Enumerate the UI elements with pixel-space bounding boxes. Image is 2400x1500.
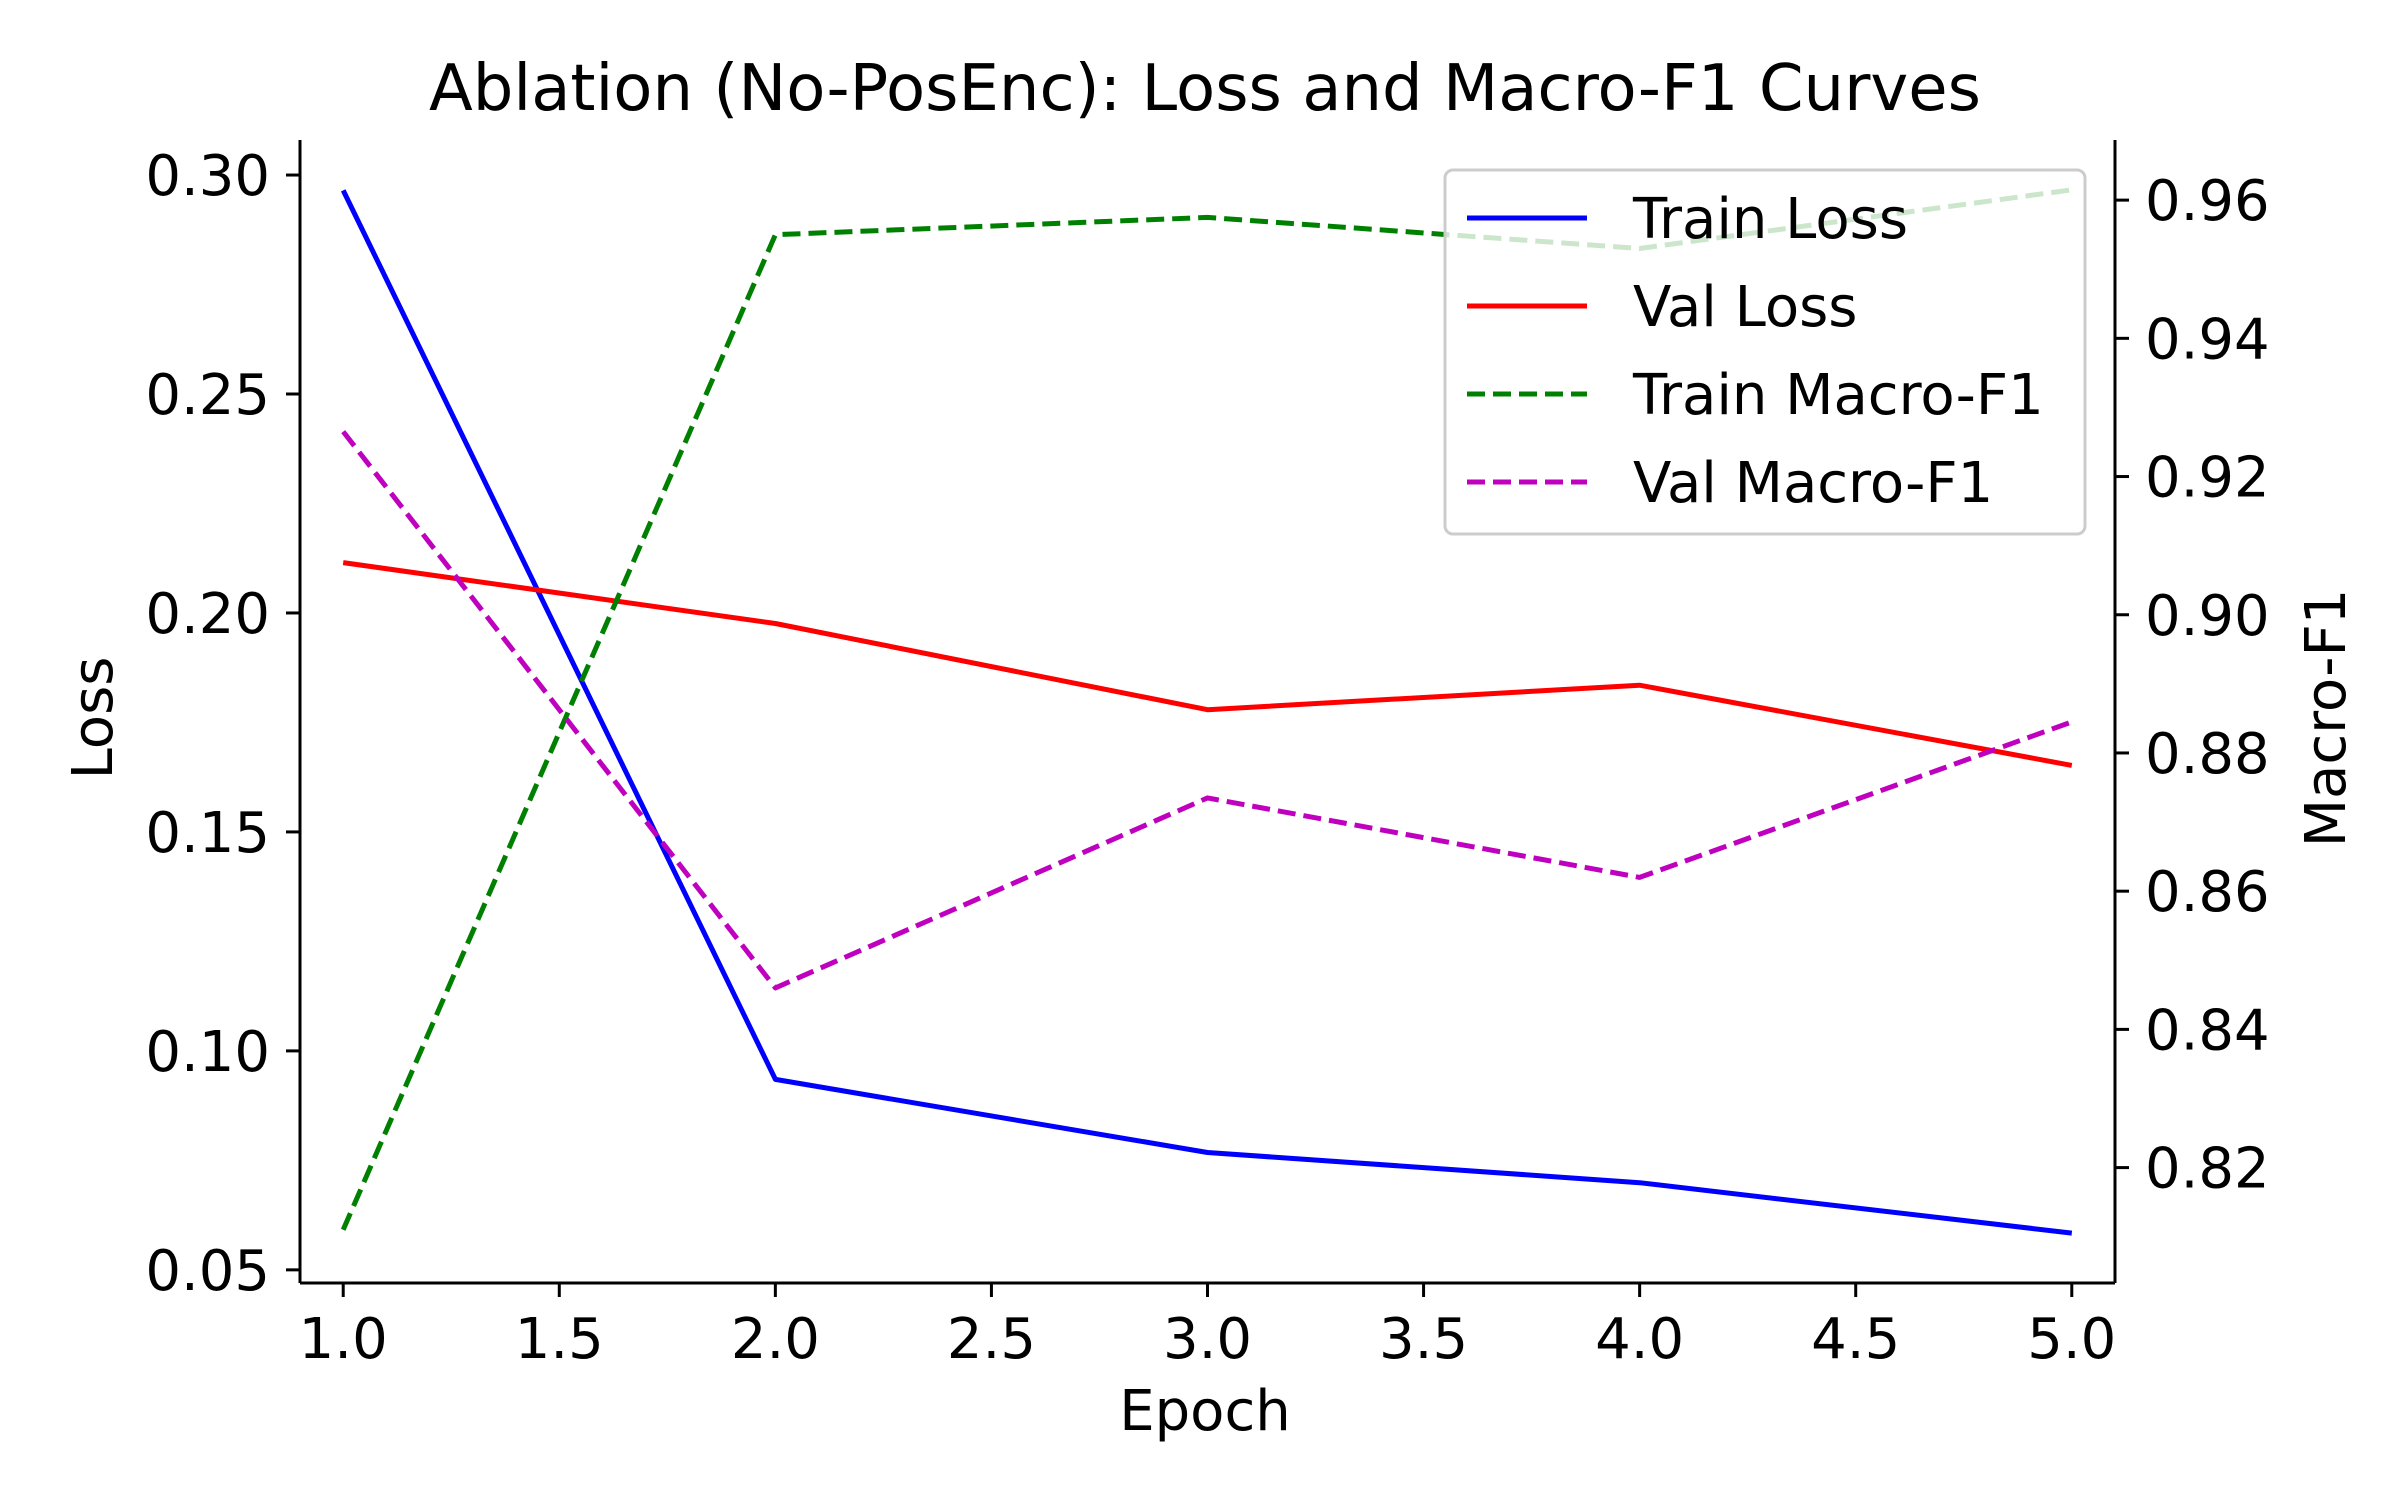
y2-tick-label: 0.86 — [2145, 860, 2270, 925]
legend-label-val-loss: Val Loss — [1633, 275, 1857, 340]
y2-tick-label: 0.90 — [2145, 584, 2270, 649]
legend-label-train-loss: Train Loss — [1632, 187, 1908, 252]
x-tick-label: 3.0 — [1163, 1307, 1252, 1372]
legend-box — [1443, 168, 2087, 536]
y2-tick-label: 0.88 — [2145, 722, 2270, 787]
y2-tick-label: 0.82 — [2145, 1137, 2270, 1202]
y-axis-label: Loss — [61, 657, 126, 780]
val-loss-line — [342, 560, 2073, 768]
x-tick-label: 3.5 — [1379, 1307, 1468, 1372]
y2-tick-label: 0.92 — [2145, 446, 2270, 511]
x-tick-label: 2.5 — [947, 1307, 1036, 1372]
y2-tick-label: 0.84 — [2145, 998, 2270, 1063]
train-loss-line — [340, 189, 2073, 1236]
y2-axis-label: Macro-F1 — [2294, 589, 2359, 848]
x-tick-label: 1.5 — [515, 1307, 604, 1372]
y-tick-label: 0.10 — [145, 1020, 270, 1085]
y2-tick-label: 0.96 — [2145, 169, 2270, 234]
x-tick-label: 2.0 — [731, 1307, 820, 1372]
y-axis-ticks: 0.05 0.10 0.15 0.20 0.25 0.30 — [145, 144, 300, 1304]
x-axis-label: Epoch — [1119, 1379, 1290, 1444]
legend-label-val-macro-f1: Val Macro-F1 — [1633, 451, 1993, 516]
x-tick-label: 4.5 — [1811, 1307, 1900, 1372]
y-tick-label: 0.25 — [145, 363, 270, 428]
y2-axis-ticks: 0.82 0.84 0.86 0.88 0.90 0.92 0.94 0.96 — [2115, 169, 2270, 1202]
x-tick-label: 4.0 — [1595, 1307, 1684, 1372]
y-tick-label: 0.05 — [145, 1239, 270, 1304]
legend: Train Loss Val Loss Train Macro-F1 Val Macr… — [1443, 168, 2087, 536]
chart-title: Ablation (No-PosEnc): Loss and Macro-F1 … — [429, 52, 1981, 126]
val-macro-f1-line — [341, 430, 2073, 991]
y-tick-label: 0.20 — [145, 582, 270, 647]
legend-label-train-macro-f1: Train Macro-F1 — [1632, 363, 2044, 428]
x-tick-label: 5.0 — [2027, 1307, 2116, 1372]
y-tick-label: 0.30 — [145, 144, 270, 209]
x-tick-label: 1.0 — [299, 1307, 388, 1372]
y2-tick-label: 0.94 — [2145, 307, 2270, 372]
x-axis-ticks: 1.0 1.5 2.0 2.5 3.0 3.5 4.0 4.5 5.0 — [299, 1283, 2116, 1372]
y-tick-label: 0.15 — [145, 801, 270, 866]
